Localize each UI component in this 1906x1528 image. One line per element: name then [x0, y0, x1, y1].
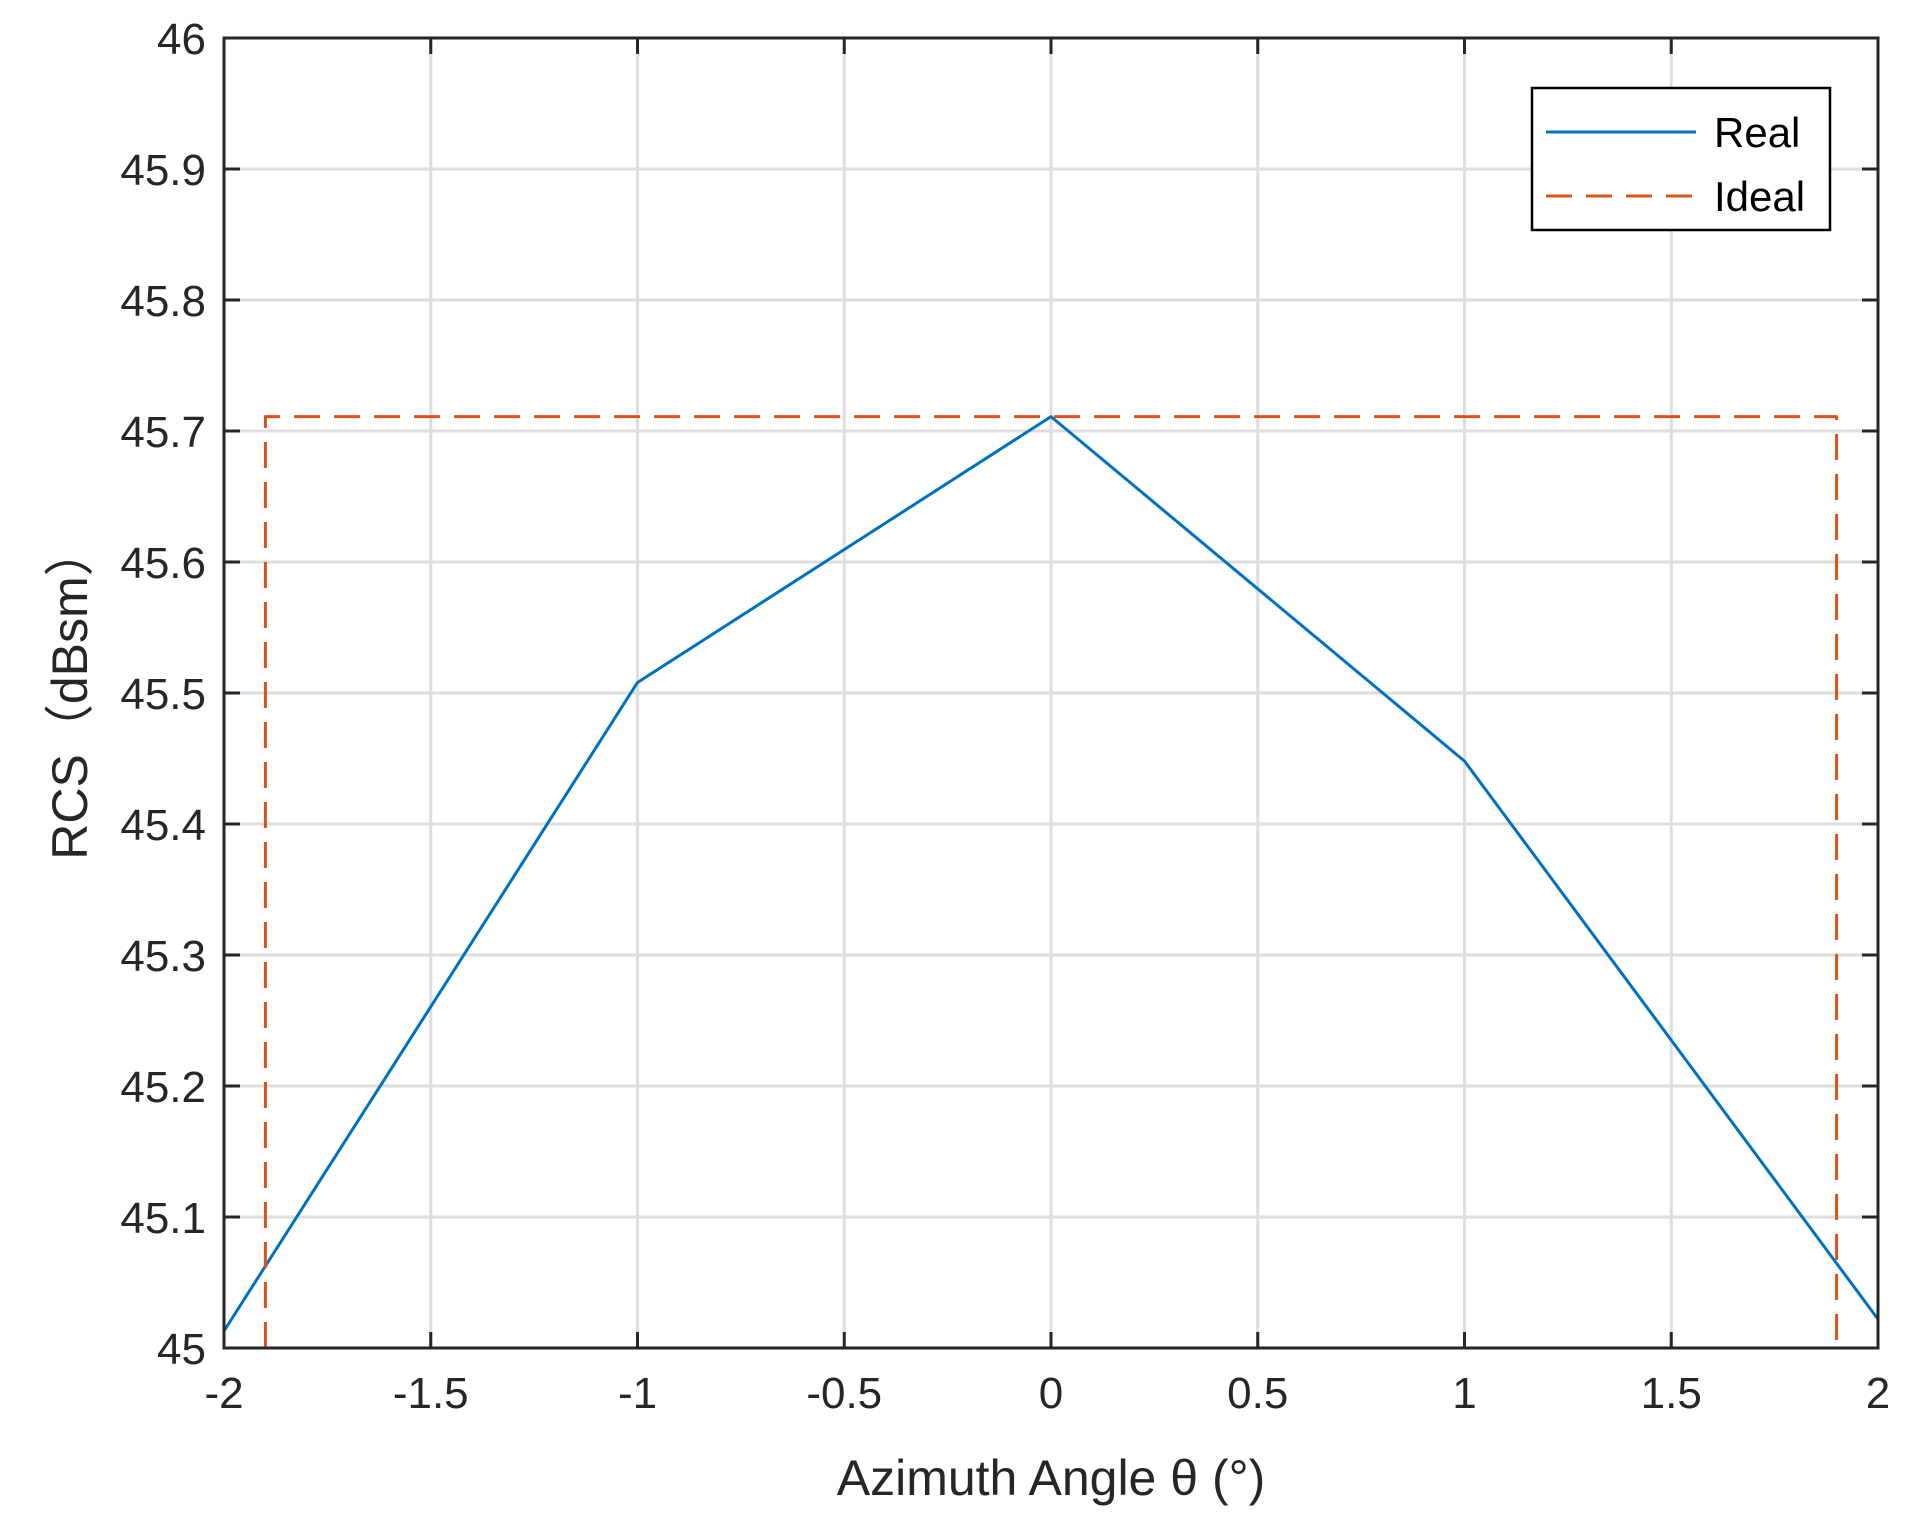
x-tick-label: -1.5 — [393, 1369, 469, 1418]
y-tick-label: 45.1 — [120, 1194, 206, 1243]
y-tick-label: 45.3 — [120, 932, 206, 981]
series-layer — [222, 415, 1880, 1348]
legend-box — [1530, 86, 1832, 232]
y-tick-label: 45.6 — [120, 539, 206, 588]
y-tick-label: 45.5 — [120, 670, 206, 719]
y-tick-label: 45 — [157, 1325, 206, 1374]
x-tick-label: -0.5 — [806, 1369, 882, 1418]
x-tick-label: -1 — [618, 1369, 657, 1418]
series-line-real — [222, 415, 1880, 1332]
y-tick-label: 45.4 — [120, 801, 206, 850]
x-tick-labels: -2 -1.5 -1 -0.5 0 0.5 1 1.5 2 — [204, 1369, 1890, 1418]
y-tick-label: 46 — [157, 15, 206, 64]
y-tick-label: 45.8 — [120, 277, 206, 326]
x-tick-label: 0 — [1039, 1369, 1063, 1418]
legend-label-real: Real — [1714, 109, 1800, 156]
tick-marks — [222, 36, 1880, 1350]
legend-label-ideal: Ideal — [1714, 173, 1805, 220]
y-axis-label: RCS（dBsm） — [42, 526, 98, 859]
x-axis-label: Azimuth Angle θ (°) — [837, 1450, 1266, 1506]
legend: Real Ideal — [1530, 86, 1832, 232]
x-tick-label: 2 — [1866, 1369, 1890, 1418]
y-tick-label: 45.9 — [120, 146, 206, 195]
x-tick-label: 1.5 — [1641, 1369, 1702, 1418]
x-tick-label: 1 — [1452, 1369, 1476, 1418]
x-tick-label: -2 — [204, 1369, 243, 1418]
x-tick-label: 0.5 — [1227, 1369, 1288, 1418]
series-line-ideal — [263, 415, 1839, 1348]
y-tick-label: 45.2 — [120, 1063, 206, 1112]
y-tick-label: 45.7 — [120, 408, 206, 457]
y-tick-labels: 45 45.1 45.2 45.3 45.4 45.5 45.6 45.7 45.8 45.9 46 — [120, 15, 206, 1374]
